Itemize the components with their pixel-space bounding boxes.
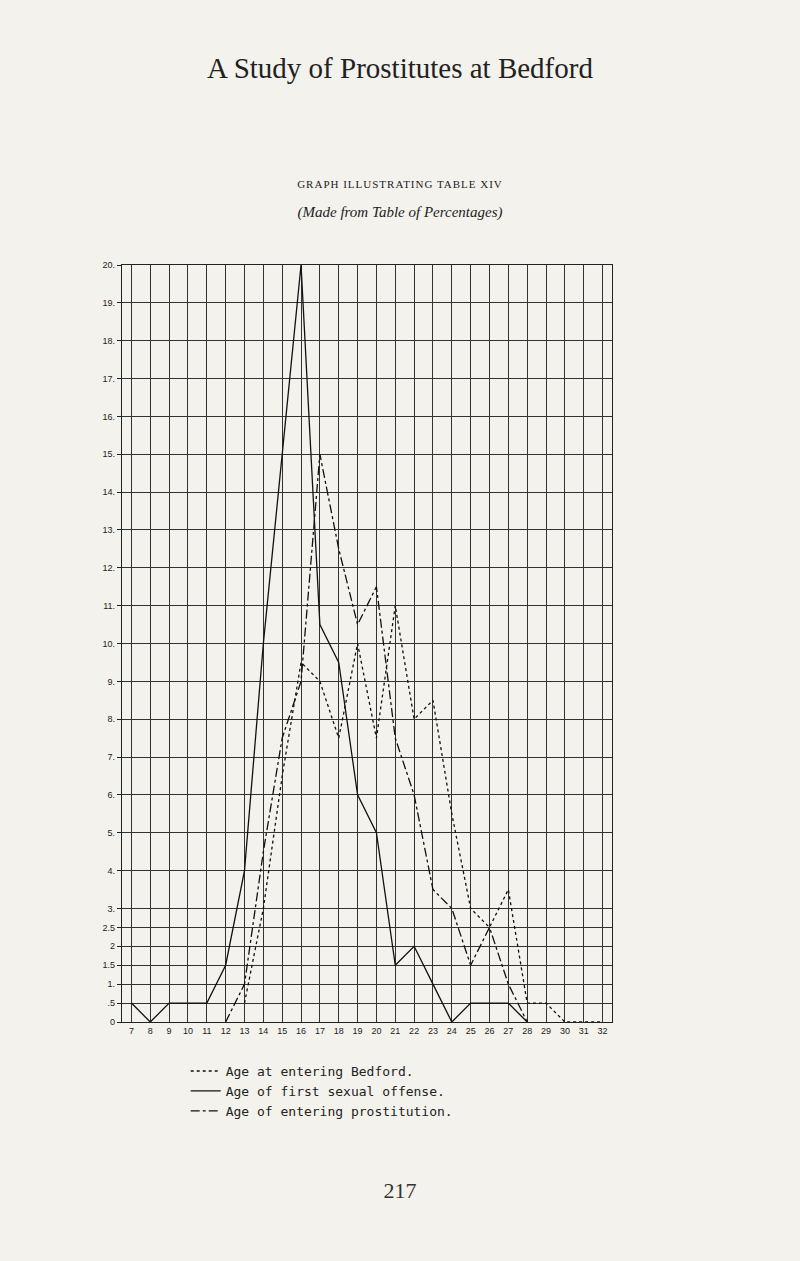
svg-text:11: 11 [202,1026,211,1036]
svg-text:2: 2 [110,941,115,951]
svg-text:13: 13 [239,1026,249,1036]
svg-text:8.: 8. [107,714,115,724]
svg-text:11.: 11. [103,601,115,611]
svg-text:20: 20 [371,1026,381,1036]
svg-text:12: 12 [221,1026,231,1036]
svg-text:23: 23 [428,1026,438,1036]
svg-text:19.: 19. [102,298,115,308]
svg-text:1.5: 1.5 [102,960,115,970]
svg-text:17: 17 [315,1026,325,1036]
svg-text:31: 31 [579,1026,589,1036]
svg-text:22: 22 [409,1026,419,1036]
svg-text:21: 21 [390,1026,400,1036]
svg-text:14: 14 [258,1026,268,1036]
svg-text:18.: 18. [102,336,115,346]
svg-text:29: 29 [541,1026,551,1036]
svg-text:20.: 20. [102,260,115,270]
svg-text:Age at entering Bedford.: Age at entering Bedford. [226,1064,414,1079]
svg-text:30: 30 [560,1026,570,1036]
svg-text:13.: 13. [102,525,115,535]
svg-text:6.: 6. [107,790,115,800]
svg-text:10: 10 [183,1026,193,1036]
svg-text:18: 18 [334,1026,344,1036]
html-text:(Made from Table of Percentage: (Made from Table of Percentages) [297,204,503,220]
svg-text:27: 27 [503,1026,513,1036]
html-text:A Study of Prostitutes at Bedf: A Study of Prostitutes at Bedford [207,52,593,84]
svg-text:32: 32 [598,1026,608,1036]
svg-text:25: 25 [466,1026,476,1036]
svg-text:4.: 4. [107,866,115,876]
svg-text:9: 9 [167,1026,172,1036]
svg-text:15.: 15. [102,449,115,459]
svg-text:5.: 5. [107,828,115,838]
svg-text:3.: 3. [107,904,115,914]
svg-text:.5: .5 [107,998,115,1008]
svg-text:17.: 17. [102,374,115,384]
svg-text:28: 28 [522,1026,532,1036]
svg-text:1.: 1. [107,979,115,989]
svg-text:Age of entering prostitution.: Age of entering prostitution. [226,1104,453,1119]
svg-text:16.: 16. [102,412,115,422]
svg-text:9.: 9. [107,677,115,687]
svg-text:0: 0 [110,1017,115,1027]
svg-text:Age of first sexual offense.: Age of first sexual offense. [226,1084,445,1099]
svg-text:19: 19 [353,1026,363,1036]
svg-text:16: 16 [296,1026,306,1036]
html-text:GRAPH ILLUSTRATING TABLE XIV: GRAPH ILLUSTRATING TABLE XIV [297,178,503,190]
svg-text:12.: 12. [102,563,115,573]
svg-text:10.: 10. [102,639,115,649]
svg-text:7.: 7. [107,752,115,762]
svg-text:15: 15 [277,1026,287,1036]
svg-text:26: 26 [484,1026,494,1036]
svg-text:8: 8 [148,1026,153,1036]
svg-text:7: 7 [129,1026,134,1036]
svg-text:14.: 14. [102,487,115,497]
svg-text:2.5: 2.5 [102,923,115,933]
html-text:217: 217 [383,1178,417,1203]
svg-text:24: 24 [447,1026,457,1036]
